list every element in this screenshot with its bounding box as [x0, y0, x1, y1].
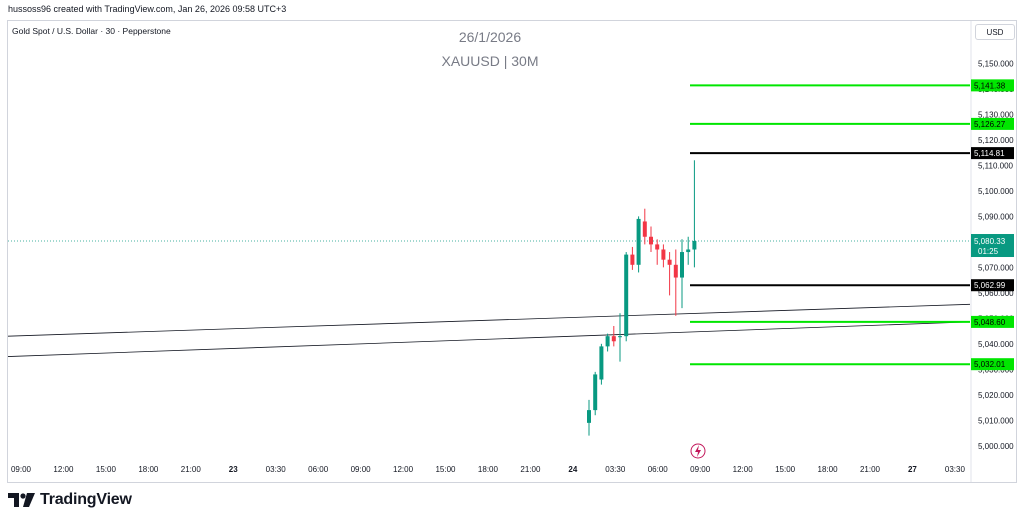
price-level-tag: [971, 79, 1014, 92]
candle-body[interactable]: [605, 336, 610, 347]
trendline[interactable]: [7, 321, 971, 357]
y-tick-label: 5,000.000: [978, 442, 1014, 451]
price-level-tag: [971, 279, 1014, 292]
chart-date-title: 26/1/2026: [458, 29, 522, 45]
trendline[interactable]: [7, 303, 971, 337]
x-tick-label: 09:00: [11, 465, 32, 474]
chart-pair-title: XAUUSD | 30M: [441, 53, 539, 69]
candle-body[interactable]: [655, 244, 660, 250]
candle-body[interactable]: [686, 249, 691, 253]
x-tick-label: 06:00: [308, 465, 329, 474]
tradingview-logo-icon: [8, 493, 35, 507]
y-tick-label: 5,010.000: [978, 416, 1014, 425]
chart-pane[interactable]: [7, 20, 1017, 483]
tradingview-logo: TradingView: [8, 491, 132, 509]
x-tick-label: 09:00: [690, 465, 711, 474]
y-tick-label: 5,120.000: [978, 136, 1014, 145]
x-tick-label: 18:00: [138, 465, 159, 474]
x-tick-label: 15:00: [96, 465, 117, 474]
price-level-tag: [971, 117, 1014, 130]
candle-body[interactable]: [692, 241, 697, 250]
x-tick-label: 18:00: [818, 465, 839, 474]
x-tick-label: 21:00: [520, 465, 541, 474]
x-tick-label: 12:00: [733, 465, 754, 474]
current-price-label: 5,080.33: [974, 237, 1006, 246]
x-tick-label: 21:00: [181, 465, 202, 474]
candle-body[interactable]: [667, 259, 672, 265]
candle-body[interactable]: [661, 249, 666, 260]
y-tick-label: 5,020.000: [978, 391, 1014, 400]
price-level-label: 5,062.99: [974, 281, 1006, 290]
candle-body[interactable]: [636, 218, 641, 265]
x-tick-label: 23: [229, 465, 238, 474]
y-tick-label: 5,040.000: [978, 340, 1014, 349]
x-tick-label: 21:00: [860, 465, 881, 474]
price-level-label: 5,048.60: [974, 318, 1006, 327]
candle-body[interactable]: [624, 254, 629, 337]
x-tick-label: 15:00: [775, 465, 796, 474]
candle-body[interactable]: [642, 221, 647, 237]
candle-body[interactable]: [630, 254, 635, 265]
price-level-label: 5,141.38: [974, 81, 1006, 90]
symbol-info[interactable]: Gold Spot / U.S. Dollar · 30 · Peppersto…: [12, 26, 171, 36]
brand-name: TradingView: [40, 491, 132, 508]
x-tick-label: 06:00: [648, 465, 669, 474]
chart-caption: hussoss96 created with TradingView.com, …: [8, 4, 287, 14]
x-tick-label: 03:30: [605, 465, 626, 474]
candle-body[interactable]: [611, 336, 616, 342]
y-tick-label: 5,070.000: [978, 263, 1014, 272]
x-tick-label: 12:00: [53, 465, 74, 474]
x-tick-label: 03:30: [266, 465, 287, 474]
candle-body[interactable]: [599, 346, 604, 380]
price-level-tag: [971, 358, 1014, 371]
x-tick-label: 18:00: [478, 465, 499, 474]
current-price-tag: [971, 234, 1014, 258]
price-level-label: 5,032.01: [974, 360, 1006, 369]
y-tick-label: 5,060.000: [978, 289, 1014, 298]
y-tick-label: 5,150.000: [978, 59, 1014, 68]
y-tick-label: 5,090.000: [978, 212, 1014, 221]
lightning-icon[interactable]: [690, 443, 706, 459]
candle-body[interactable]: [673, 264, 678, 278]
lightning-bolt-icon: [695, 445, 701, 457]
price-level-tag: [971, 315, 1014, 328]
x-tick-label: 15:00: [435, 465, 456, 474]
x-tick-label: 03:30: [945, 465, 966, 474]
price-level-label: 5,126.27: [974, 120, 1006, 129]
x-tick-label: 12:00: [393, 465, 414, 474]
candle-body[interactable]: [593, 374, 598, 411]
price-level-tag: [971, 147, 1014, 160]
y-tick-label: 5,110.000: [978, 161, 1014, 170]
price-level-label: 5,114.81: [974, 149, 1005, 158]
candle-body[interactable]: [618, 336, 622, 338]
countdown-label: 01:25: [978, 247, 999, 256]
candle-body[interactable]: [587, 410, 591, 423]
x-tick-label: 09:00: [351, 465, 372, 474]
candle-body[interactable]: [649, 236, 653, 245]
candle-body[interactable]: [680, 252, 684, 278]
x-tick-label: 27: [908, 465, 917, 474]
y-tick-label: 5,130.000: [978, 110, 1014, 119]
y-tick-label: 5,100.000: [978, 187, 1014, 196]
x-tick-label: 24: [568, 465, 577, 474]
currency-button[interactable]: USD: [975, 24, 1015, 40]
